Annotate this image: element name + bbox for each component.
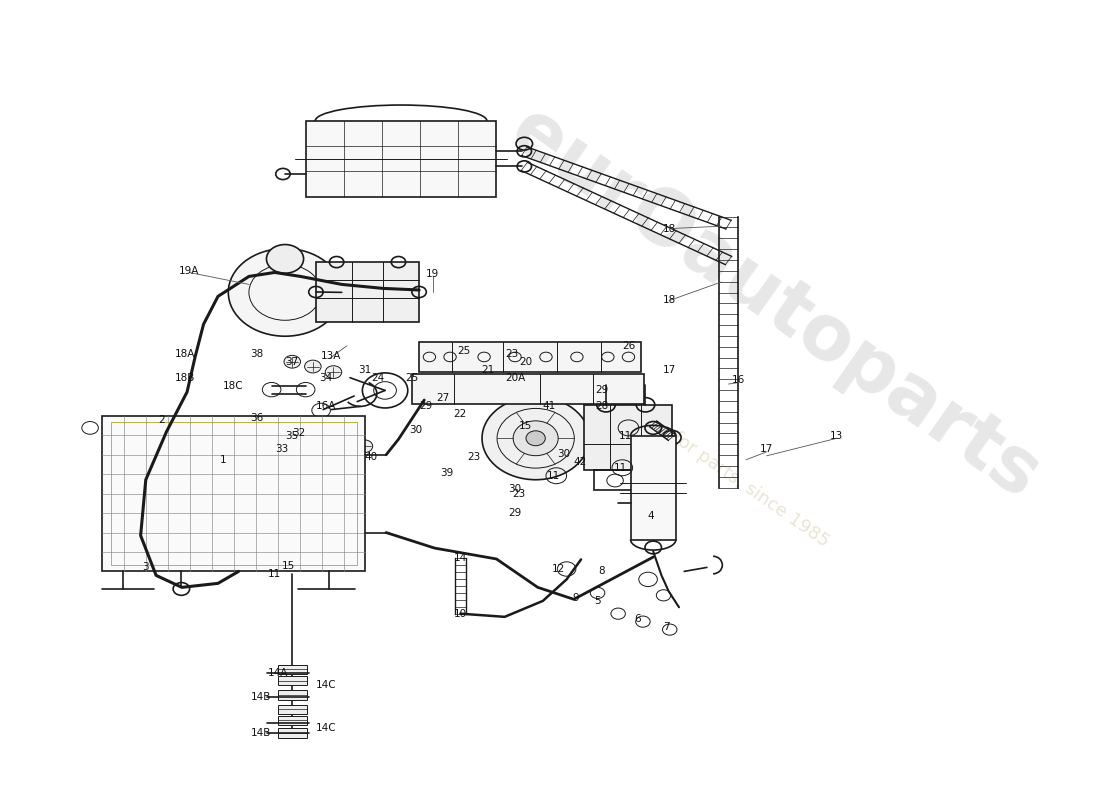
Circle shape (356, 440, 373, 453)
Text: 14B: 14B (251, 728, 272, 738)
Bar (278, 729, 307, 738)
Text: 17: 17 (760, 445, 773, 454)
Bar (316, 262, 419, 322)
Text: 24: 24 (371, 373, 385, 382)
Text: 18A: 18A (175, 349, 195, 358)
Text: 32: 32 (292, 429, 305, 438)
Circle shape (318, 432, 334, 445)
Text: 40: 40 (364, 452, 377, 462)
Text: 14C: 14C (316, 681, 337, 690)
Text: 26: 26 (621, 341, 635, 350)
Bar (278, 716, 307, 726)
Text: 29: 29 (595, 386, 608, 395)
Text: 39: 39 (440, 468, 453, 478)
Bar (111, 422, 358, 565)
Text: 15: 15 (282, 561, 295, 571)
Bar (278, 665, 307, 674)
Circle shape (482, 397, 590, 480)
Text: 10: 10 (454, 609, 466, 618)
Circle shape (305, 360, 321, 373)
Circle shape (513, 421, 558, 456)
Text: 13: 13 (830, 431, 844, 441)
Text: 36: 36 (251, 413, 264, 422)
Text: 2: 2 (158, 415, 165, 425)
Text: 11: 11 (547, 470, 560, 481)
Bar (278, 705, 307, 714)
Text: 1: 1 (220, 454, 227, 465)
Text: 15: 15 (519, 421, 532, 430)
Text: 34: 34 (320, 373, 333, 382)
Text: 8: 8 (598, 566, 605, 577)
Text: 23: 23 (468, 452, 481, 462)
Text: eurOautoparts: eurOautoparts (496, 94, 1054, 515)
Circle shape (342, 435, 359, 448)
Text: 12: 12 (552, 564, 565, 574)
Text: 29: 29 (508, 508, 521, 518)
Text: 19: 19 (426, 269, 439, 279)
Text: a passion for parts, since 1985: a passion for parts, since 1985 (594, 377, 833, 551)
Circle shape (229, 249, 342, 336)
Text: 11: 11 (268, 569, 282, 578)
Circle shape (284, 355, 300, 368)
Circle shape (284, 422, 300, 434)
Text: 28: 28 (595, 402, 608, 411)
Circle shape (526, 431, 546, 446)
Text: 20A: 20A (505, 373, 525, 382)
Text: 14C: 14C (316, 723, 337, 734)
Text: 41: 41 (542, 402, 556, 411)
Bar (584, 405, 672, 470)
Text: 16A: 16A (316, 402, 337, 411)
Bar (419, 342, 641, 372)
Text: 37: 37 (286, 357, 299, 366)
Text: 6: 6 (635, 614, 641, 624)
Text: 21: 21 (482, 365, 495, 374)
Text: 16: 16 (733, 375, 746, 385)
Text: 17: 17 (663, 365, 676, 374)
Bar (278, 690, 307, 700)
Text: 25: 25 (405, 373, 418, 382)
Bar (594, 470, 636, 490)
Text: 3: 3 (143, 562, 150, 573)
Text: 18: 18 (663, 295, 676, 306)
Circle shape (266, 245, 304, 274)
Text: 18: 18 (663, 223, 676, 234)
Text: 33: 33 (275, 445, 288, 454)
Text: 31: 31 (358, 365, 371, 374)
Text: 18B: 18B (175, 373, 195, 382)
Text: 9: 9 (573, 593, 580, 602)
Text: 29: 29 (420, 402, 433, 411)
Text: 4: 4 (648, 510, 654, 521)
Text: 19A: 19A (179, 266, 199, 276)
Text: 20: 20 (519, 357, 532, 366)
Bar (630, 436, 675, 539)
Circle shape (300, 427, 317, 440)
Bar (411, 374, 644, 404)
Text: 13A: 13A (321, 351, 342, 361)
Text: 30: 30 (409, 426, 422, 435)
Text: 14: 14 (453, 553, 468, 563)
Text: 22: 22 (453, 410, 468, 419)
Text: 38: 38 (251, 349, 264, 358)
Text: 23: 23 (513, 489, 526, 499)
Bar (102, 416, 365, 571)
Text: 11: 11 (614, 462, 627, 473)
Text: 5: 5 (594, 596, 601, 606)
Text: 14B: 14B (251, 691, 272, 702)
Text: 14A: 14A (267, 668, 288, 678)
Text: 35: 35 (286, 431, 299, 441)
Text: 30: 30 (508, 484, 521, 494)
Bar (306, 121, 496, 197)
Text: 30: 30 (557, 450, 570, 459)
Circle shape (326, 366, 342, 378)
Text: 18C: 18C (223, 381, 244, 390)
Text: 25: 25 (456, 346, 470, 355)
Text: 23: 23 (505, 349, 518, 358)
Text: 11: 11 (619, 431, 632, 441)
Text: 27: 27 (437, 394, 450, 403)
Text: 42: 42 (573, 457, 586, 467)
Bar (278, 676, 307, 686)
Text: 7: 7 (663, 622, 670, 632)
